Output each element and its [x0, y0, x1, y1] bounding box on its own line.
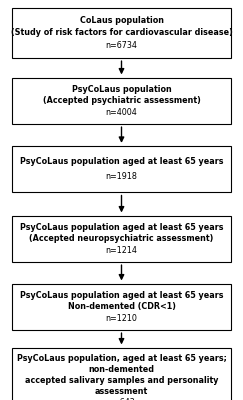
Text: n=4004: n=4004 — [106, 108, 137, 117]
FancyBboxPatch shape — [12, 284, 231, 330]
Text: PsyCoLaus population, aged at least 65 years;: PsyCoLaus population, aged at least 65 y… — [17, 354, 226, 363]
FancyBboxPatch shape — [12, 78, 231, 124]
Text: n=643: n=643 — [108, 398, 135, 400]
Text: (Accepted neuropsychiatric assessment): (Accepted neuropsychiatric assessment) — [29, 234, 214, 243]
Text: n=1210: n=1210 — [105, 314, 138, 323]
Text: n=1918: n=1918 — [105, 172, 138, 181]
FancyBboxPatch shape — [12, 8, 231, 58]
FancyBboxPatch shape — [12, 146, 231, 192]
Text: n=1214: n=1214 — [105, 246, 138, 255]
Text: (Study of risk factors for cardiovascular disease): (Study of risk factors for cardiovascula… — [10, 28, 233, 37]
Text: PsyCoLaus population aged at least 65 years: PsyCoLaus population aged at least 65 ye… — [20, 291, 223, 300]
Text: Non-demented (CDR<1): Non-demented (CDR<1) — [68, 302, 175, 311]
Text: accepted salivary samples and personality: accepted salivary samples and personalit… — [25, 376, 218, 385]
Text: assessment: assessment — [95, 387, 148, 396]
Text: PsyCoLaus population aged at least 65 years: PsyCoLaus population aged at least 65 ye… — [20, 223, 223, 232]
Text: CoLaus population: CoLaus population — [79, 16, 164, 25]
Text: PsyCoLaus population: PsyCoLaus population — [72, 85, 171, 94]
FancyBboxPatch shape — [12, 348, 231, 400]
Text: PsyCoLaus population aged at least 65 years: PsyCoLaus population aged at least 65 ye… — [20, 157, 223, 166]
Text: non-demented: non-demented — [88, 365, 155, 374]
Text: (Accepted psychiatric assessment): (Accepted psychiatric assessment) — [43, 96, 200, 105]
Text: n=6734: n=6734 — [105, 41, 138, 50]
FancyBboxPatch shape — [12, 216, 231, 262]
